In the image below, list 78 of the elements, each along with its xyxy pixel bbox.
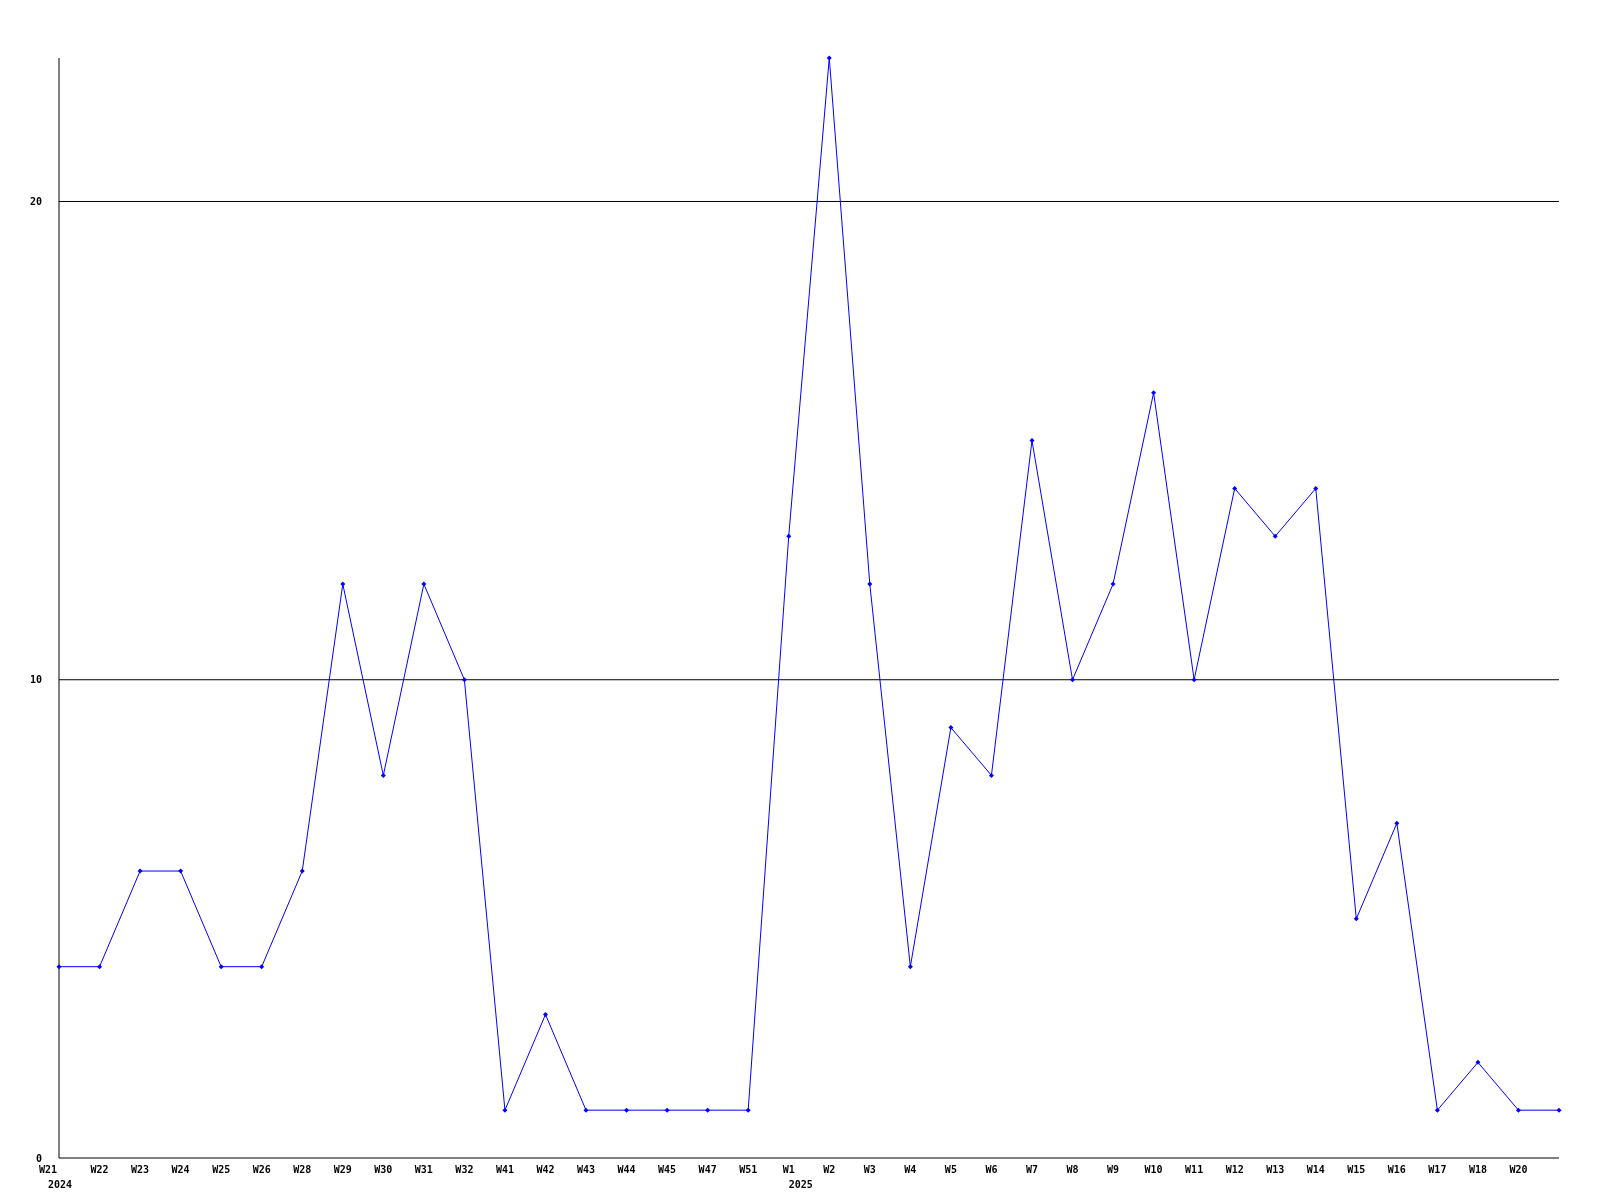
x-tick-label: W23 <box>131 1164 150 1175</box>
x-tick-label: W8 <box>1066 1164 1079 1175</box>
point <box>1070 677 1076 683</box>
point <box>705 1107 711 1113</box>
x-tick-label: W2 <box>823 1164 836 1175</box>
x-tick-label: W31 <box>414 1164 433 1175</box>
point <box>1313 485 1319 491</box>
x-tick-label: W5 <box>944 1164 957 1175</box>
x-tick-label: W43 <box>577 1164 596 1175</box>
point <box>1272 533 1278 539</box>
x-tick-label: W26 <box>252 1164 271 1175</box>
x-tick-label: W3 <box>863 1164 876 1175</box>
y-tick-label: 20 <box>29 195 42 207</box>
x-tick-label: W21 2024 <box>38 1164 73 1190</box>
x-tick-label: W10 <box>1144 1164 1163 1175</box>
point <box>907 964 913 970</box>
x-tick-label: W9 <box>1107 1164 1120 1175</box>
point <box>461 677 467 683</box>
point <box>948 725 954 731</box>
point <box>259 964 265 970</box>
x-tick-label: W11 <box>1185 1164 1204 1175</box>
point <box>299 868 305 874</box>
y-tick-label: 10 <box>29 674 42 686</box>
point <box>1110 581 1116 587</box>
point <box>1151 390 1157 396</box>
point <box>56 964 62 970</box>
point <box>664 1107 670 1113</box>
point <box>745 1107 751 1113</box>
point <box>421 581 427 587</box>
x-tick-label: W1 2025 <box>782 1164 813 1190</box>
x-tick-label: W51 <box>739 1164 758 1175</box>
x-tick-label: W30 <box>374 1164 393 1175</box>
x-tick-label: W13 <box>1266 1164 1285 1175</box>
point <box>1191 677 1197 683</box>
x-tick-label: W7 <box>1025 1164 1038 1175</box>
x-tick-label: W28 <box>293 1164 312 1175</box>
x-tick-label: W6 <box>985 1164 998 1175</box>
point <box>583 1107 589 1113</box>
point <box>178 868 184 874</box>
x-tick-label: W45 <box>658 1164 677 1175</box>
point <box>340 581 346 587</box>
point <box>1029 438 1035 444</box>
x-tick-label: W41 <box>495 1164 514 1175</box>
x-tick-label: W44 <box>617 1164 636 1175</box>
x-tick-label: W14 <box>1306 1164 1325 1175</box>
point <box>380 772 386 778</box>
point <box>867 581 873 587</box>
point <box>1515 1107 1521 1113</box>
x-tick-label: W22 <box>90 1164 109 1175</box>
point <box>988 772 994 778</box>
x-tick-label: W17 <box>1428 1164 1447 1175</box>
point <box>218 964 224 970</box>
x-tick-label: W15 <box>1347 1164 1366 1175</box>
point <box>624 1107 630 1113</box>
point <box>137 868 143 874</box>
point <box>1232 485 1238 491</box>
point <box>1434 1107 1440 1113</box>
x-tick-label: W12 <box>1225 1164 1244 1175</box>
x-tick-label: W4 <box>904 1164 917 1175</box>
x-tick-label: W29 <box>333 1164 352 1175</box>
x-tick-label: W24 <box>171 1164 190 1175</box>
x-tick-label: W20 <box>1509 1164 1528 1175</box>
point <box>826 55 832 61</box>
point <box>786 533 792 539</box>
x-tick-label: W18 <box>1468 1164 1487 1175</box>
x-tick-label: W25 <box>212 1164 231 1175</box>
x-tick-label: W47 <box>698 1164 717 1175</box>
point <box>542 1012 548 1018</box>
x-tick-label: W32 <box>455 1164 474 1175</box>
x-tick-label: W16 <box>1387 1164 1406 1175</box>
point <box>97 964 103 970</box>
point <box>1475 1059 1481 1065</box>
point <box>502 1107 508 1113</box>
point <box>1353 916 1359 922</box>
y-tick-label: 0 <box>35 1152 42 1164</box>
x-tick-label: W42 <box>536 1164 555 1175</box>
point <box>1394 820 1400 826</box>
point <box>1556 1107 1562 1113</box>
